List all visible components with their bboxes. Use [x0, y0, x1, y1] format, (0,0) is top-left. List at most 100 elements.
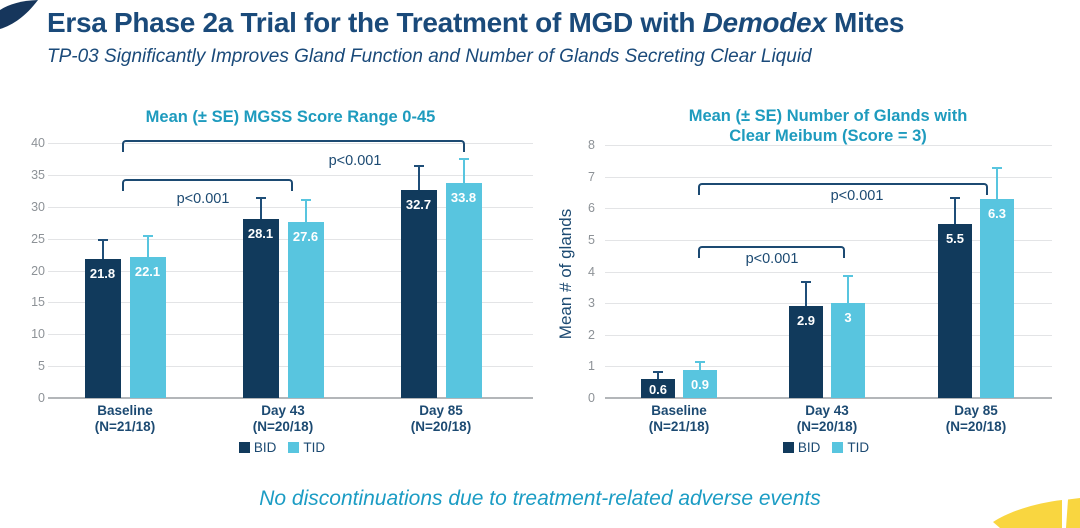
category-label: Day 43	[261, 403, 305, 418]
gridline	[48, 206, 533, 208]
bar-value-label: 2.9	[796, 313, 816, 329]
category-label: Baseline	[651, 403, 707, 418]
significance-bracket	[122, 140, 465, 152]
error-bar-cap	[458, 157, 469, 160]
error-bar	[805, 280, 807, 307]
slide-subtitle: TP-03 Significantly Improves Gland Funct…	[47, 46, 812, 67]
y-tick-label: 10	[31, 327, 45, 342]
gridline	[48, 143, 533, 144]
y-tick-label: 15	[31, 295, 45, 310]
error-bar	[462, 157, 465, 183]
error-bar	[146, 234, 149, 258]
corner-decoration-bottom-right	[993, 498, 1080, 528]
legend-label-tid: TID	[303, 440, 326, 455]
error-bar-cap	[801, 280, 811, 283]
bar-value-label: 5.5	[945, 231, 965, 247]
p-value-label: p<0.001	[176, 191, 230, 207]
error-bar	[996, 167, 998, 199]
legend-item-tid: TID	[832, 440, 869, 455]
legend-item-bid: BID	[782, 440, 821, 455]
y-tick-label: 7	[588, 169, 595, 184]
y-tick-label: 5	[588, 232, 595, 247]
error-bar	[417, 165, 420, 190]
y-tick-label: 8	[588, 138, 595, 152]
bar-tid-day-85	[980, 198, 1014, 398]
y-tick-label: 25	[31, 231, 45, 246]
p-value-label: p<0.001	[830, 188, 884, 204]
y-tick-label: 20	[31, 263, 45, 278]
y-tick-label: 35	[31, 167, 45, 182]
legend: BID TID	[716, 440, 936, 455]
gridline	[605, 271, 1052, 273]
error-bar-cap	[992, 167, 1002, 170]
bar-bid-day-43	[242, 218, 279, 398]
error-bar	[657, 371, 659, 380]
y-tick-label: 2	[588, 327, 595, 342]
error-bar	[699, 360, 701, 370]
chart-title: Mean (± SE) Number of Glands with	[688, 107, 968, 125]
category-n-label: (N=20/18)	[252, 419, 314, 434]
bar-value-label: 0.6	[648, 382, 668, 397]
chart-title: Clear Meibum (Score = 3)	[729, 127, 927, 145]
category-label: Day 85	[954, 403, 998, 418]
gridline	[605, 145, 1052, 146]
category-n-label: (N=21/18)	[94, 419, 156, 434]
bar-tid-baseline	[683, 369, 717, 398]
legend-swatch-tid	[832, 442, 844, 453]
legend: BID TID	[172, 440, 392, 455]
category-n-label: (N=20/18)	[410, 419, 472, 434]
gridline	[48, 174, 533, 176]
gridline	[605, 239, 1052, 241]
corner-decoration-top-left	[0, 0, 38, 29]
bar-tid-day-85	[445, 182, 482, 398]
error-bar	[304, 199, 307, 223]
p-value-label: p<0.001	[328, 153, 382, 169]
error-bar-cap	[300, 199, 311, 202]
y-tick-label: 40	[31, 136, 45, 150]
error-bar	[259, 196, 262, 219]
slide-title-suffix-text: Mites	[826, 7, 905, 38]
significance-bracket	[698, 246, 845, 258]
y-axis-label-glands: Mean # of glands	[556, 208, 575, 340]
legend-swatch-bid	[238, 442, 250, 453]
gridline	[605, 366, 1052, 368]
category-label: Baseline	[97, 403, 153, 418]
y-tick-label: 3	[588, 296, 595, 311]
bar-value-label: 0.9	[690, 376, 710, 392]
gridline	[605, 303, 1052, 305]
bar-value-label: 32.7	[405, 196, 432, 212]
y-tick-label: 0	[588, 391, 595, 405]
y-tick-label: 30	[31, 199, 45, 214]
chart-title: Mean (± SE) MGSS Score Range 0-45	[145, 108, 436, 126]
bar-value-label: 3	[844, 310, 852, 326]
gridline	[605, 176, 1052, 178]
bar-bid-day-43	[789, 306, 823, 398]
legend-swatch-tid	[288, 442, 300, 453]
error-bar-cap	[843, 274, 853, 277]
legend-item-bid: BID	[238, 440, 277, 455]
category-n-label: (N=21/18)	[648, 419, 710, 434]
bar-value-label: 27.6	[292, 229, 319, 245]
y-tick-label: 1	[588, 359, 595, 374]
legend-label-bid: BID	[253, 440, 277, 455]
error-bar-cap	[653, 371, 663, 374]
slide-title: Ersa Phase 2a Trial for the Treatment of…	[47, 4, 1057, 42]
legend-item-tid: TID	[288, 440, 325, 455]
x-axis-line	[605, 397, 1052, 399]
y-tick-label: 4	[588, 264, 595, 279]
error-bar-cap	[142, 234, 153, 237]
bar-value-label: 21.8	[89, 266, 116, 282]
legend-label-bid: BID	[797, 440, 821, 455]
bar-value-label: 28.1	[247, 225, 274, 241]
error-bar-cap	[950, 197, 960, 200]
bar-value-label: 33.8	[450, 189, 477, 205]
category-n-label: (N=20/18)	[945, 419, 1007, 434]
y-tick-label: 5	[38, 359, 45, 374]
bar-tid-baseline	[129, 257, 166, 398]
significance-bracket	[122, 179, 293, 191]
y-tick-label: 0	[38, 391, 45, 405]
error-bar-cap	[97, 239, 108, 242]
